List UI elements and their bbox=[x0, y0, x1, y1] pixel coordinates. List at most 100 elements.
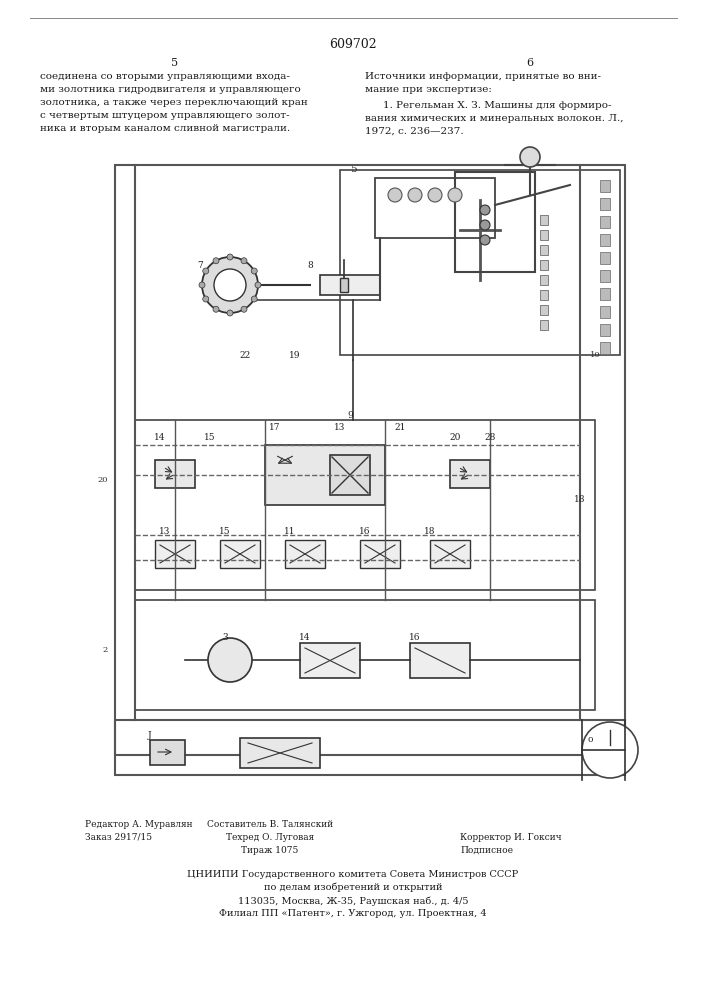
Circle shape bbox=[251, 268, 257, 274]
Text: 22: 22 bbox=[240, 351, 250, 360]
Text: Составитель В. Талянский: Составитель В. Талянский bbox=[207, 820, 333, 829]
Text: 113035, Москва, Ж-35, Раушская наб., д. 4/5: 113035, Москва, Ж-35, Раушская наб., д. … bbox=[238, 896, 468, 906]
Text: с четвертым штуцером управляющего золот-: с четвертым штуцером управляющего золот- bbox=[40, 111, 290, 120]
Circle shape bbox=[241, 258, 247, 264]
Bar bbox=[600, 234, 610, 246]
Bar bbox=[115, 165, 625, 755]
Text: 2: 2 bbox=[103, 646, 108, 654]
Text: 19: 19 bbox=[289, 351, 300, 360]
Text: ника и вторым каналом сливной магистрали.: ника и вторым каналом сливной магистрали… bbox=[40, 124, 290, 133]
Bar bbox=[450, 460, 490, 488]
Text: вания химических и минеральных волокон. Л.,: вания химических и минеральных волокон. … bbox=[365, 114, 624, 123]
Text: J: J bbox=[148, 730, 152, 740]
Text: 1972, с. 236—237.: 1972, с. 236—237. bbox=[365, 127, 464, 136]
Circle shape bbox=[227, 254, 233, 260]
Circle shape bbox=[448, 188, 462, 202]
Bar bbox=[150, 740, 185, 765]
Circle shape bbox=[214, 269, 246, 301]
Bar bbox=[540, 320, 548, 330]
Text: Редактор А. Муравлян: Редактор А. Муравлян bbox=[85, 820, 192, 829]
Bar bbox=[115, 720, 625, 775]
Bar bbox=[220, 540, 260, 568]
Text: по делам изобретений и открытий: по делам изобретений и открытий bbox=[264, 883, 443, 892]
Bar bbox=[300, 643, 360, 678]
Text: золотника, а также через переключающий кран: золотника, а также через переключающий к… bbox=[40, 98, 308, 107]
Bar bbox=[320, 275, 380, 295]
Text: Источники информации, принятые во вни-: Источники информации, принятые во вни- bbox=[365, 72, 601, 81]
Circle shape bbox=[582, 722, 638, 778]
Text: 13: 13 bbox=[159, 528, 170, 536]
Bar bbox=[155, 460, 195, 488]
Text: Корректор И. Гоксич: Корректор И. Гоксич bbox=[460, 833, 561, 842]
Text: 9: 9 bbox=[347, 410, 353, 420]
Text: Тираж 1075: Тираж 1075 bbox=[241, 846, 298, 855]
Bar bbox=[540, 290, 548, 300]
Circle shape bbox=[251, 296, 257, 302]
Text: 18: 18 bbox=[574, 495, 586, 504]
Text: 609702: 609702 bbox=[329, 38, 377, 51]
Bar bbox=[155, 540, 195, 568]
Bar bbox=[265, 445, 385, 505]
Text: 3: 3 bbox=[222, 633, 228, 642]
Bar bbox=[285, 540, 325, 568]
Text: 5: 5 bbox=[350, 165, 356, 174]
Circle shape bbox=[199, 282, 205, 288]
Text: o: o bbox=[588, 736, 592, 744]
Bar bbox=[540, 260, 548, 270]
Bar bbox=[430, 540, 470, 568]
Text: соединена со вторыми управляющими входа-: соединена со вторыми управляющими входа- bbox=[40, 72, 290, 81]
Bar bbox=[330, 455, 370, 495]
Text: 21: 21 bbox=[395, 424, 406, 432]
Text: 14: 14 bbox=[299, 633, 311, 642]
Bar bbox=[455, 172, 535, 272]
Circle shape bbox=[255, 282, 261, 288]
Bar bbox=[600, 306, 610, 318]
Text: 8: 8 bbox=[307, 260, 313, 269]
Circle shape bbox=[428, 188, 442, 202]
Bar bbox=[240, 738, 320, 768]
Bar bbox=[340, 278, 348, 292]
Bar bbox=[340, 170, 620, 355]
Text: 5: 5 bbox=[171, 58, 179, 68]
Text: 20: 20 bbox=[98, 476, 108, 484]
Circle shape bbox=[480, 220, 490, 230]
Bar bbox=[360, 540, 400, 568]
Circle shape bbox=[203, 296, 209, 302]
Text: 15: 15 bbox=[219, 528, 230, 536]
Bar bbox=[600, 342, 610, 354]
Bar bbox=[540, 275, 548, 285]
Circle shape bbox=[202, 257, 258, 313]
Bar bbox=[600, 270, 610, 282]
Text: 16: 16 bbox=[409, 633, 421, 642]
Bar bbox=[540, 305, 548, 315]
Text: 17: 17 bbox=[269, 424, 281, 432]
Bar bbox=[540, 245, 548, 255]
Circle shape bbox=[480, 235, 490, 245]
Bar bbox=[540, 215, 548, 225]
Bar bbox=[135, 420, 595, 590]
Bar bbox=[135, 600, 595, 710]
Bar bbox=[600, 216, 610, 228]
Circle shape bbox=[388, 188, 402, 202]
Circle shape bbox=[520, 147, 540, 167]
Text: 11: 11 bbox=[284, 528, 296, 536]
Circle shape bbox=[208, 638, 252, 682]
Bar bbox=[600, 252, 610, 264]
Text: 28: 28 bbox=[484, 434, 496, 442]
Bar bbox=[600, 324, 610, 336]
Text: 1. Регельман Х. З. Машины для формиро-: 1. Регельман Х. З. Машины для формиро- bbox=[383, 101, 612, 110]
Text: мание при экспертизе:: мание при экспертизе: bbox=[365, 85, 492, 94]
Text: 18: 18 bbox=[424, 528, 436, 536]
Circle shape bbox=[227, 310, 233, 316]
Text: ЦНИИПИ Государственного комитета Совета Министров СССР: ЦНИИПИ Государственного комитета Совета … bbox=[187, 870, 519, 879]
Text: Заказ 2917/15: Заказ 2917/15 bbox=[85, 833, 152, 842]
Circle shape bbox=[408, 188, 422, 202]
Bar bbox=[375, 178, 495, 238]
Text: 20: 20 bbox=[450, 434, 461, 442]
Text: 10: 10 bbox=[590, 351, 601, 359]
Text: Техред О. Луговая: Техред О. Луговая bbox=[226, 833, 314, 842]
Bar bbox=[410, 643, 470, 678]
Bar bbox=[600, 180, 610, 192]
Bar bbox=[540, 230, 548, 240]
Circle shape bbox=[213, 306, 219, 312]
